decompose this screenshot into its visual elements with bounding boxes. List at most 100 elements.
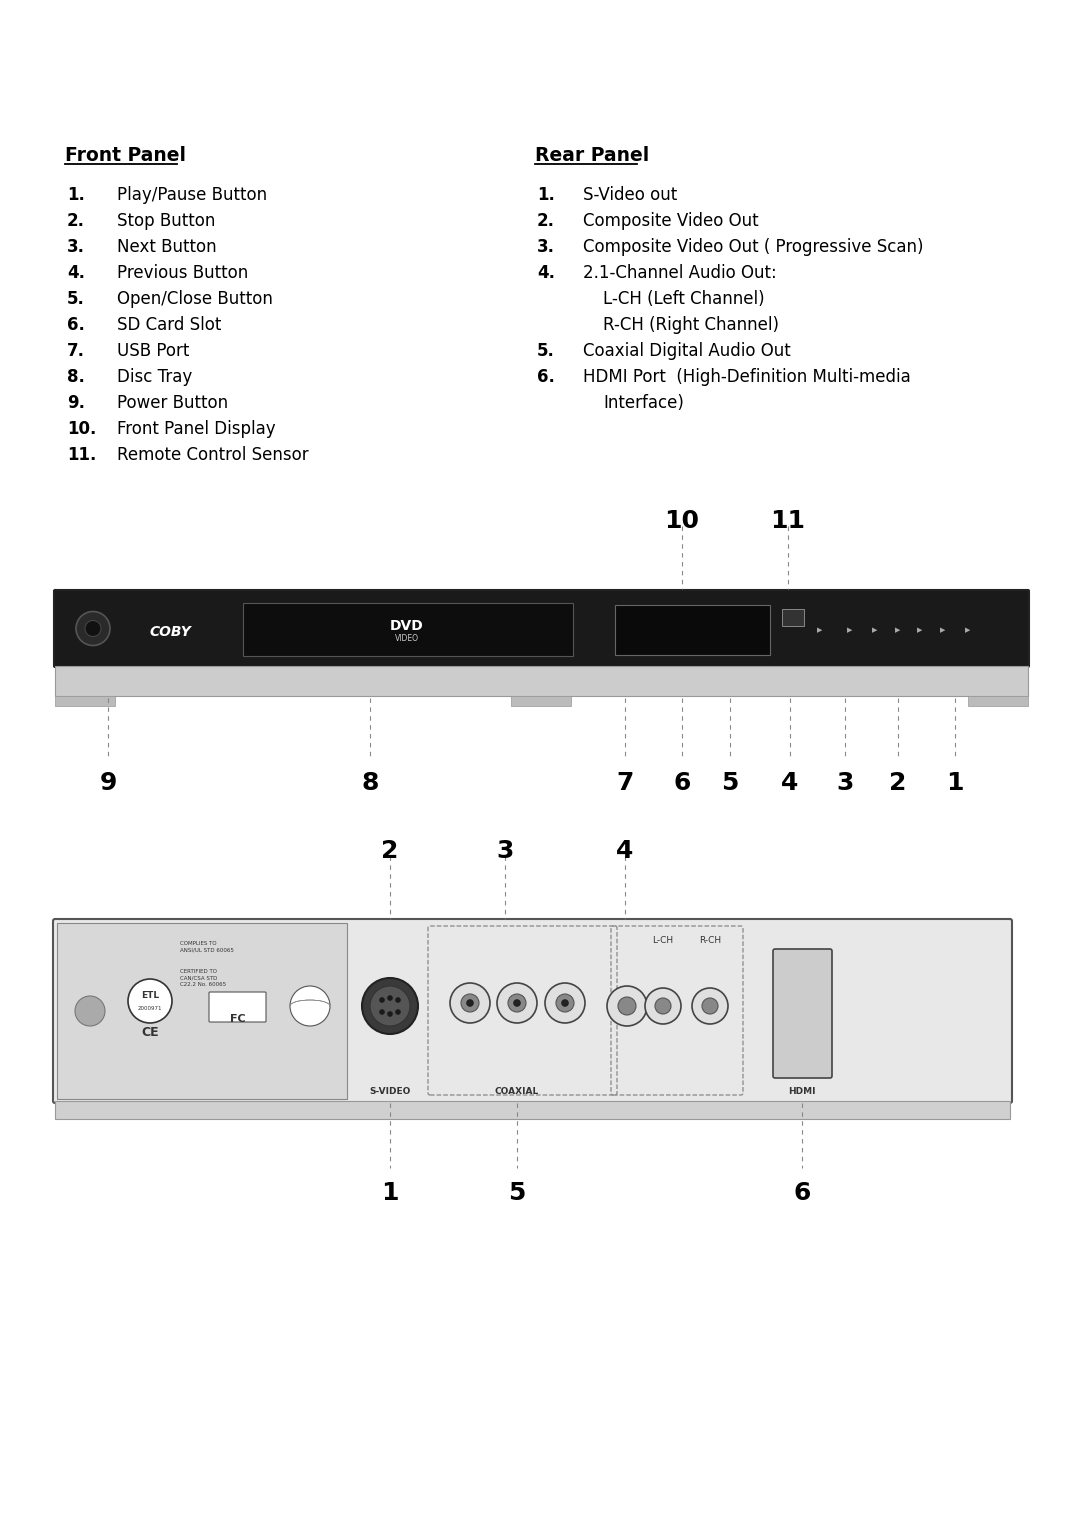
Text: Next Button: Next Button (117, 237, 217, 256)
Text: FC: FC (230, 1014, 246, 1023)
Text: Previous Button: Previous Button (117, 264, 248, 282)
Text: USB Port: USB Port (117, 342, 189, 360)
Text: SD Card Slot: SD Card Slot (117, 316, 221, 334)
Text: 2.: 2. (67, 211, 85, 230)
Text: Front Panel Display: Front Panel Display (117, 420, 275, 438)
Circle shape (508, 994, 526, 1013)
Text: Composite Video Out ( Progressive Scan): Composite Video Out ( Progressive Scan) (583, 237, 923, 256)
Text: S-VIDEO: S-VIDEO (369, 1088, 410, 1095)
Circle shape (370, 987, 410, 1026)
Text: 3: 3 (836, 771, 853, 795)
Text: 5: 5 (721, 771, 739, 795)
Text: 1: 1 (946, 771, 963, 795)
Circle shape (75, 996, 105, 1026)
Text: ▶: ▶ (966, 628, 971, 634)
Text: 2.1-Channel Audio Out:: 2.1-Channel Audio Out: (583, 264, 777, 282)
Text: 7.: 7. (67, 342, 85, 360)
Text: HDMI Port  (High-Definition Multi-media: HDMI Port (High-Definition Multi-media (583, 368, 910, 386)
Text: Open/Close Button: Open/Close Button (117, 290, 273, 308)
Text: LOCATION OF CONTROLS: LOCATION OF CONTROLS (230, 26, 850, 69)
Circle shape (388, 996, 392, 1000)
Text: HDMI: HDMI (788, 1088, 815, 1095)
Text: 6.: 6. (67, 316, 85, 334)
Text: L-CH (Left Channel): L-CH (Left Channel) (603, 290, 765, 308)
Text: ▶: ▶ (895, 628, 901, 634)
Text: 2000971: 2000971 (138, 1007, 162, 1011)
Circle shape (379, 1010, 384, 1014)
Text: 10: 10 (664, 509, 700, 533)
Text: 4: 4 (617, 840, 634, 863)
Text: 11.: 11. (67, 446, 96, 464)
FancyBboxPatch shape (54, 590, 1029, 666)
Text: 1: 1 (381, 1181, 399, 1206)
Text: Rear Panel: Rear Panel (535, 146, 649, 165)
Text: ▶: ▶ (848, 628, 853, 634)
FancyBboxPatch shape (53, 919, 1012, 1103)
Text: 6: 6 (794, 1181, 811, 1206)
Text: Disc Tray: Disc Tray (117, 368, 192, 386)
Text: ▶: ▶ (941, 628, 946, 634)
Text: 2.: 2. (537, 211, 555, 230)
Bar (615, 605, 770, 656)
Circle shape (450, 984, 490, 1023)
Text: CE: CE (141, 1026, 159, 1040)
Circle shape (562, 999, 568, 1007)
Text: 8.: 8. (67, 368, 85, 386)
Text: 6.: 6. (537, 368, 555, 386)
Circle shape (85, 620, 102, 636)
Circle shape (497, 984, 537, 1023)
Circle shape (607, 987, 647, 1026)
Circle shape (692, 988, 728, 1023)
FancyBboxPatch shape (773, 948, 832, 1079)
Bar (55, 666, 1028, 696)
Circle shape (645, 988, 681, 1023)
Text: Coaxial Digital Audio Out: Coaxial Digital Audio Out (583, 342, 791, 360)
Text: 5.: 5. (537, 342, 555, 360)
Text: Power Button: Power Button (117, 394, 228, 412)
Text: Stop Button: Stop Button (117, 211, 215, 230)
Circle shape (513, 999, 521, 1007)
Circle shape (395, 1010, 401, 1014)
Circle shape (702, 997, 718, 1014)
Text: 3: 3 (497, 840, 514, 863)
Text: 5: 5 (509, 1181, 526, 1206)
Text: 2: 2 (381, 840, 399, 863)
Text: 4: 4 (781, 771, 799, 795)
Circle shape (379, 997, 384, 1002)
Bar (968, 696, 1028, 706)
Text: 11: 11 (770, 509, 806, 533)
Text: COBY: COBY (150, 625, 192, 639)
Text: 9.: 9. (67, 394, 85, 412)
Text: Play/Pause Button: Play/Pause Button (117, 185, 267, 204)
Text: Front Panel: Front Panel (65, 146, 186, 165)
Text: 1.: 1. (67, 185, 85, 204)
Text: ▶: ▶ (917, 628, 922, 634)
Text: COMPLIES TO
ANSI/UL STD 60065: COMPLIES TO ANSI/UL STD 60065 (180, 941, 234, 953)
Text: Composite Video Out: Composite Video Out (583, 211, 758, 230)
Text: 4.: 4. (537, 264, 555, 282)
Text: 8: 8 (362, 771, 379, 795)
Text: L-CH: L-CH (652, 936, 674, 945)
Bar (55, 696, 114, 706)
Text: ▶: ▶ (873, 628, 878, 634)
Text: DVD: DVD (390, 619, 423, 633)
Text: ▶: ▶ (818, 628, 823, 634)
Bar (57, 922, 347, 1098)
Circle shape (467, 999, 473, 1007)
Text: R-CH: R-CH (699, 936, 721, 945)
Text: Interface): Interface) (603, 394, 684, 412)
Text: Page 11: Page 11 (986, 1494, 1048, 1509)
Text: 5.: 5. (67, 290, 85, 308)
Text: 4.: 4. (67, 264, 85, 282)
Circle shape (76, 611, 110, 645)
Circle shape (654, 997, 671, 1014)
Circle shape (388, 1011, 392, 1017)
Text: CERTIFIED TO
CAN/CSA STD
C22.2 No. 60065: CERTIFIED TO CAN/CSA STD C22.2 No. 60065 (180, 970, 226, 987)
Text: Remote Control Sensor: Remote Control Sensor (117, 446, 309, 464)
Text: COAXIAL: COAXIAL (495, 1088, 539, 1095)
Circle shape (556, 994, 573, 1013)
Text: 3.: 3. (537, 237, 555, 256)
FancyBboxPatch shape (210, 993, 266, 1022)
Circle shape (129, 979, 172, 1023)
Text: R-CH (Right Channel): R-CH (Right Channel) (603, 316, 779, 334)
